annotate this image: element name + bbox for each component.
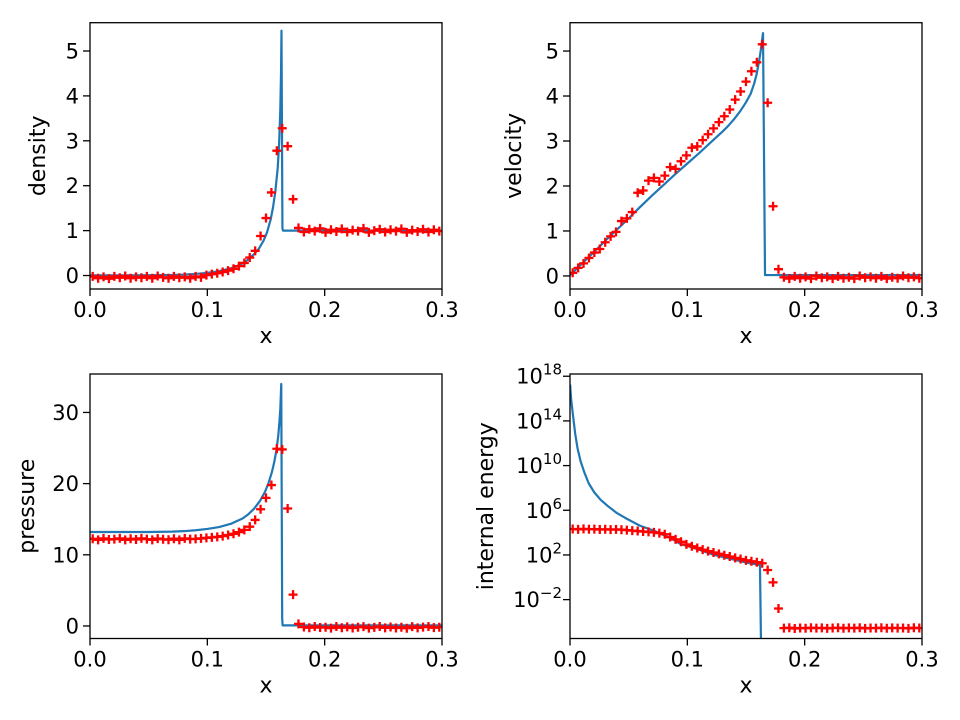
y-axis-tick-label: 5 (546, 40, 559, 64)
analytic-line (90, 382, 442, 627)
y-axis-tick-label: 1014 (516, 405, 562, 433)
x-axis-tick-label: 0.0 (553, 648, 586, 672)
y-axis-tick-label: 5 (66, 39, 79, 63)
analytic-line (570, 384, 763, 639)
y-axis-tick-label: 3 (546, 130, 559, 154)
y-axis-tick-label: 1010 (516, 450, 562, 478)
y-axis-label: velocity (502, 113, 527, 199)
x-axis-tick-label: 0.3 (425, 648, 458, 672)
x-axis-tick-label: 0.1 (191, 298, 224, 322)
y-axis-tick-label: 3 (66, 129, 79, 153)
x-axis-tick-label: 0.2 (308, 298, 341, 322)
simulation-markers (90, 123, 442, 284)
y-axis-tick-label: 1018 (516, 361, 562, 389)
y-axis-tick-label: 20 (52, 472, 79, 496)
subplot-density: 0.0 0.1 0.2 0.3 0 1 2 3 4 5 x density (26, 22, 459, 349)
simulation-markers (570, 524, 922, 633)
x-axis-tick-label: 0.2 (788, 648, 821, 672)
y-axis-tick-label: 1 (546, 219, 559, 243)
x-axis-label: x (259, 324, 272, 349)
y-axis-label: internal energy (474, 422, 499, 590)
axes-frame (569, 373, 923, 640)
y-axis-tick-label: 10−2 (513, 584, 562, 612)
simulation-markers (570, 39, 922, 284)
y-axis-tick-label: 1 (66, 219, 79, 243)
x-axis-tick-label: 0.3 (905, 648, 938, 672)
y-axis-tick-label: 10 (52, 543, 79, 567)
axes-frame (89, 373, 443, 640)
x-axis-tick-label: 0.3 (905, 298, 938, 322)
x-axis-tick-label: 0.1 (191, 648, 224, 672)
x-axis-tick-label: 0.0 (73, 298, 106, 322)
x-axis-label: x (259, 674, 272, 699)
subplot-velocity: 0.0 0.1 0.2 0.3 0 1 2 3 4 5 x velocity (502, 22, 939, 349)
x-axis-tick-label: 0.0 (553, 298, 586, 322)
x-axis-tick-label: 0.0 (73, 648, 106, 672)
y-axis-tick-label: 2 (66, 174, 79, 198)
y-axis-tick-label: 102 (526, 539, 562, 567)
y-axis-label: pressure (15, 459, 40, 554)
analytic-line (570, 31, 922, 277)
y-axis-tick-label: 0 (66, 264, 79, 288)
subplot-pressure: 0.0 0.1 0.2 0.3 0 10 20 30 x pressure (15, 373, 459, 699)
y-axis-label: density (26, 116, 51, 197)
y-axis-tick-label: 4 (66, 84, 79, 108)
x-axis-tick-label: 0.3 (425, 298, 458, 322)
axes-frame (89, 22, 443, 290)
y-axis-tick-label: 4 (546, 85, 559, 109)
x-axis-tick-label: 0.1 (671, 648, 704, 672)
x-axis-tick-label: 0.2 (788, 298, 821, 322)
x-axis-label: x (739, 324, 752, 349)
axes-frame (569, 22, 923, 290)
y-axis-tick-label: 2 (546, 174, 559, 198)
x-axis-label: x (739, 674, 752, 699)
analytic-line (90, 29, 442, 277)
y-axis-tick-label: 0 (546, 264, 559, 288)
y-axis-tick-label: 30 (52, 401, 79, 425)
x-axis-tick-label: 0.2 (308, 648, 341, 672)
simulation-markers (90, 444, 442, 633)
x-axis-tick-label: 0.1 (671, 298, 704, 322)
y-axis-tick-label: 106 (526, 495, 562, 523)
y-axis-tick-label: 0 (66, 614, 79, 638)
subplot-internal-energy: 0.0 0.1 0.2 0.3 1018 1014 1010 106 102 10−2 x inter… (474, 361, 939, 699)
